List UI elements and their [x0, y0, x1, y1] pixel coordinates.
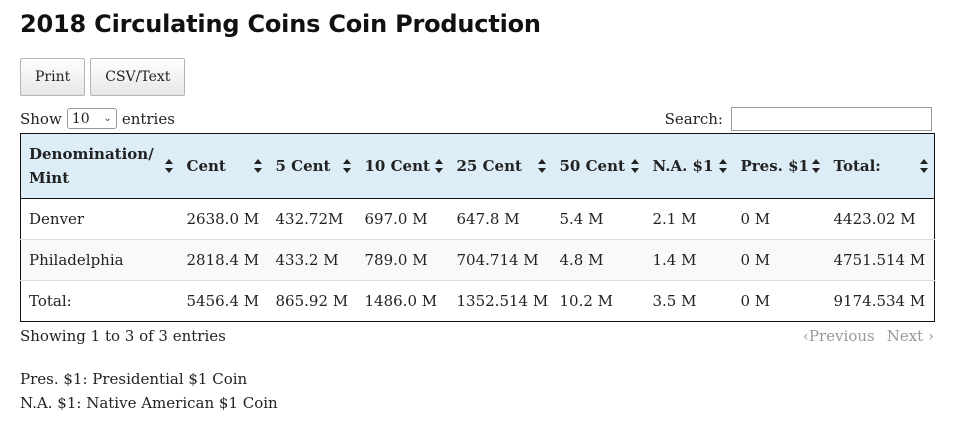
table-cell: 0 M: [732, 239, 826, 281]
table-cell: 647.8 M: [448, 198, 552, 240]
table-row-total: Total: 5456.4 M 865.92 M 1486.0 M 1352.5…: [20, 280, 935, 322]
header-total[interactable]: Total:: [825, 133, 935, 199]
header-25-cent[interactable]: 25 Cent: [448, 133, 552, 199]
sort-icon: [342, 159, 351, 173]
chevron-left-icon: ‹: [802, 327, 809, 345]
search-label: Search:: [664, 110, 723, 128]
sort-icon: [537, 159, 546, 173]
table-cell: 2638.0 M: [178, 198, 268, 240]
table-row: Denver 2638.0 M 432.72M 697.0 M 647.8 M …: [20, 198, 935, 240]
previous-page-button[interactable]: ‹Previous: [802, 327, 875, 345]
note-presidential: Pres. $1: Presidential $1 Coin: [20, 370, 248, 388]
table-cell: 789.0 M: [356, 239, 449, 281]
table-cell: 5456.4 M: [178, 280, 268, 322]
abbreviation-notes: Pres. $1: Presidential $1 Coin N.A. $1: …: [20, 367, 278, 415]
table-cell: 9174.534 M: [825, 280, 935, 322]
table-cell: 0 M: [732, 198, 826, 240]
table-cell: 10.2 M: [551, 280, 645, 322]
chevron-right-icon: ›: [928, 327, 934, 345]
sort-icon: [920, 159, 928, 173]
entries-select-value: 10: [71, 110, 90, 127]
table-info: Showing 1 to 3 of 3 entries: [20, 327, 226, 345]
sort-icon: [630, 159, 639, 173]
header-na-dollar[interactable]: N.A. $1: [644, 133, 733, 199]
table-cell: 0 M: [732, 280, 826, 322]
sort-icon: [164, 159, 173, 173]
table-cell: 2.1 M: [644, 198, 733, 240]
header-denomination[interactable]: Denomination/ Mint: [20, 133, 179, 199]
search-input[interactable]: [731, 107, 932, 131]
sort-icon: [434, 159, 443, 173]
next-page-button[interactable]: Next ›: [886, 327, 934, 345]
header-50-cent[interactable]: 50 Cent: [551, 133, 645, 199]
table-cell: 1.4 M: [644, 239, 733, 281]
note-native-american: N.A. $1: Native American $1 Coin: [20, 394, 278, 412]
table-cell: 865.92 M: [267, 280, 357, 322]
table-cell: 3.5 M: [644, 280, 733, 322]
coin-production-table: Denomination/ Mint Cent 5 Cent 10 Cent 2…: [20, 133, 935, 322]
entries-length-control: Show 10 ⌄ entries: [20, 108, 175, 129]
header-10-cent[interactable]: 10 Cent: [356, 133, 449, 199]
page-title: 2018 Circulating Coins Coin Production: [20, 10, 541, 38]
table-cell: 4423.02 M: [825, 198, 935, 240]
table-cell: 704.714 M: [448, 239, 552, 281]
table-cell: 1352.514 M: [448, 280, 552, 322]
export-toolbar: Print CSV/Text: [20, 58, 186, 96]
table-cell: 697.0 M: [356, 198, 449, 240]
show-label: Show: [20, 109, 62, 128]
table-cell: 432.72M: [267, 198, 357, 240]
table-cell: 1486.0 M: [356, 280, 449, 322]
header-5-cent[interactable]: 5 Cent: [267, 133, 357, 199]
table-cell: 4751.514 M: [825, 239, 935, 281]
table-cell: Total:: [20, 280, 179, 322]
pagination: ‹Previous Next ›: [803, 327, 934, 345]
sort-icon: [811, 159, 820, 173]
print-button[interactable]: Print: [20, 58, 86, 96]
chevron-down-icon: ⌄: [103, 113, 112, 124]
table-cell: 2818.4 M: [178, 239, 268, 281]
header-pres-dollar[interactable]: Pres. $1: [732, 133, 826, 199]
search-control: Search:: [665, 107, 932, 131]
entries-select[interactable]: 10 ⌄: [66, 108, 117, 129]
table-cell: Philadelphia: [20, 239, 179, 281]
entries-label: entries: [121, 109, 175, 128]
table-cell: 433.2 M: [267, 239, 357, 281]
table-cell: Denver: [20, 198, 179, 240]
sort-icon: [718, 159, 727, 173]
table-cell: 4.8 M: [551, 239, 645, 281]
csv-text-button[interactable]: CSV/Text: [90, 58, 186, 96]
table-cell: 5.4 M: [551, 198, 645, 240]
header-cent[interactable]: Cent: [178, 133, 268, 199]
table-row: Philadelphia 2818.4 M 433.2 M 789.0 M 70…: [20, 239, 935, 281]
sort-icon: [253, 159, 262, 173]
table-header-row: Denomination/ Mint Cent 5 Cent 10 Cent 2…: [20, 133, 935, 199]
